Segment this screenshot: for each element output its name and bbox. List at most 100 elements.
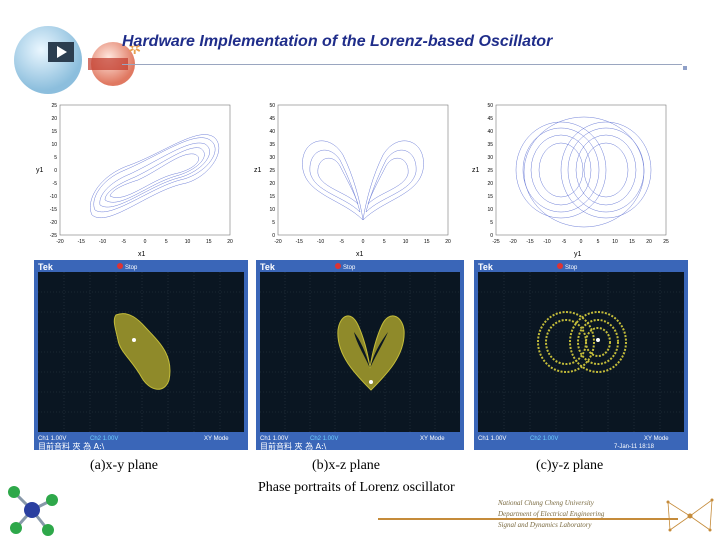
footer-divider <box>378 518 678 520</box>
ytick-label: -5 <box>53 181 58 187</box>
ytick-label: -25 <box>50 233 57 239</box>
ytick-label: 50 <box>487 103 493 109</box>
xtick-label: -15 <box>526 239 533 245</box>
scope-xz-mode: XY Mode <box>420 436 445 442</box>
plot-xy-ylabel: y1 <box>36 167 44 174</box>
plot-yz-ylabel: z1 <box>472 167 480 174</box>
scope-yz-footer: 7-Jan-11 18:18 <box>614 444 655 450</box>
ytick-label: 10 <box>487 207 493 213</box>
plot-xy-xlabel: x1 <box>138 251 146 258</box>
xtick-label: -20 <box>274 239 281 245</box>
xtick-label: 20 <box>227 239 233 245</box>
scope-yz-mode: XY Mode <box>644 436 669 442</box>
ytick-label: 30 <box>487 155 493 161</box>
xtick-label: 5 <box>383 239 386 245</box>
molecule-icon <box>8 486 58 536</box>
ytick-label: 25 <box>487 168 493 174</box>
caption-yz: (c)y-z plane <box>536 458 604 473</box>
ytick-label: 25 <box>51 103 57 109</box>
title-divider <box>122 64 682 65</box>
xtick-label: 10 <box>612 239 618 245</box>
plot-xz-ylabel: z1 <box>254 167 262 174</box>
xtick-label: -15 <box>296 239 303 245</box>
xtick-label: -5 <box>122 239 127 245</box>
xtick-label: -15 <box>78 239 85 245</box>
xtick-label: -5 <box>562 239 567 245</box>
scope-xy-ch2: Ch2 1.00V <box>90 436 118 442</box>
xtick-label: 10 <box>403 239 409 245</box>
ytick-label: 20 <box>51 116 57 122</box>
scope-xz-footer: 目前音料 夾 為 A:\ <box>260 441 327 450</box>
ytick-label: 5 <box>272 220 275 226</box>
plot-yz-xlabel: y1 <box>574 251 582 258</box>
scope-xz-brand: Tek <box>260 262 276 272</box>
ytick-label: -10 <box>50 194 57 200</box>
scope-xy-footer: 目前音料 夾 為 A:\ <box>38 441 105 450</box>
ytick-label: 10 <box>51 142 57 148</box>
scope-xz-ch2: Ch2 1.00V <box>310 436 338 442</box>
scope-xz-trig: Stop <box>343 265 356 271</box>
network-logo <box>666 498 714 532</box>
xtick-label: -10 <box>317 239 324 245</box>
scope-yz-ch2: Ch2 1.00V <box>530 436 558 442</box>
ytick-label: 45 <box>269 116 275 122</box>
caption-xy: (a)x-y plane <box>90 458 159 473</box>
ytick-label: 0 <box>490 233 493 239</box>
xtick-label: 10 <box>185 239 191 245</box>
xtick-label: 0 <box>580 239 583 245</box>
ytick-label: 40 <box>487 129 493 135</box>
xtick-label: 5 <box>597 239 600 245</box>
ytick-label: 20 <box>269 181 275 187</box>
ytick-label: 0 <box>54 168 57 174</box>
xtick-label: 5 <box>165 239 168 245</box>
ytick-label: 25 <box>269 168 275 174</box>
ytick-label: 15 <box>51 129 57 135</box>
scope-xy-mode: XY Mode <box>204 436 229 442</box>
scope-xy-trig: Stop <box>125 265 138 271</box>
ytick-label: 15 <box>487 194 493 200</box>
caption-xz: (b)x-z plane <box>312 458 381 473</box>
ytick-label: 10 <box>269 207 275 213</box>
ytick-label: 50 <box>269 103 275 109</box>
xtick-label: 0 <box>144 239 147 245</box>
xtick-label: 25 <box>663 239 669 245</box>
ytick-label: 5 <box>490 220 493 226</box>
university-line1: National Chung Cheng University <box>498 499 594 507</box>
scope-yz: Tek Stop Ch1 1.00V Ch2 1.00V XY Mode 7-J… <box>474 260 688 450</box>
scope-yz-trig: Stop <box>565 265 578 271</box>
xtick-label: 15 <box>629 239 635 245</box>
ytick-label: 35 <box>487 142 493 148</box>
ytick-label: 5 <box>54 155 57 161</box>
scope-xy-ch1: Ch1 1.00V <box>38 436 66 442</box>
xtick-label: 15 <box>424 239 430 245</box>
ytick-label: 15 <box>269 194 275 200</box>
xtick-label: -10 <box>543 239 550 245</box>
ytick-label: 35 <box>269 142 275 148</box>
xtick-label: -10 <box>99 239 106 245</box>
lab-name: Signal and Dynamics Laboratory <box>498 521 592 529</box>
globe-logo: ✲ <box>14 26 141 94</box>
xtick-label: 0 <box>362 239 365 245</box>
scope-xz: Tek Stop Ch1 1.00V Ch2 1.00V XY Mode 目前音… <box>256 260 464 450</box>
university-name: National Chung Cheng University Departme… <box>498 498 604 520</box>
ytick-label: 20 <box>487 181 493 187</box>
xtick-label: -5 <box>340 239 345 245</box>
ytick-label: 45 <box>487 116 493 122</box>
ytick-label: -15 <box>50 207 57 213</box>
ytick-label: -20 <box>50 220 57 226</box>
xtick-label: 20 <box>646 239 652 245</box>
university-line2: Department of Electrical Engineering <box>498 510 605 518</box>
plot-xz-xlabel: x1 <box>356 251 364 258</box>
xtick-label: -20 <box>509 239 516 245</box>
scope-yz-ch1: Ch1 1.00V <box>478 436 506 442</box>
ytick-label: 30 <box>269 155 275 161</box>
ytick-label: 40 <box>269 129 275 135</box>
xtick-label: 15 <box>206 239 212 245</box>
scope-yz-brand: Tek <box>478 262 494 272</box>
figure-caption: Phase portraits of Lorenz oscillator <box>258 480 455 495</box>
title-dot <box>683 66 687 70</box>
xtick-label: -20 <box>56 239 63 245</box>
